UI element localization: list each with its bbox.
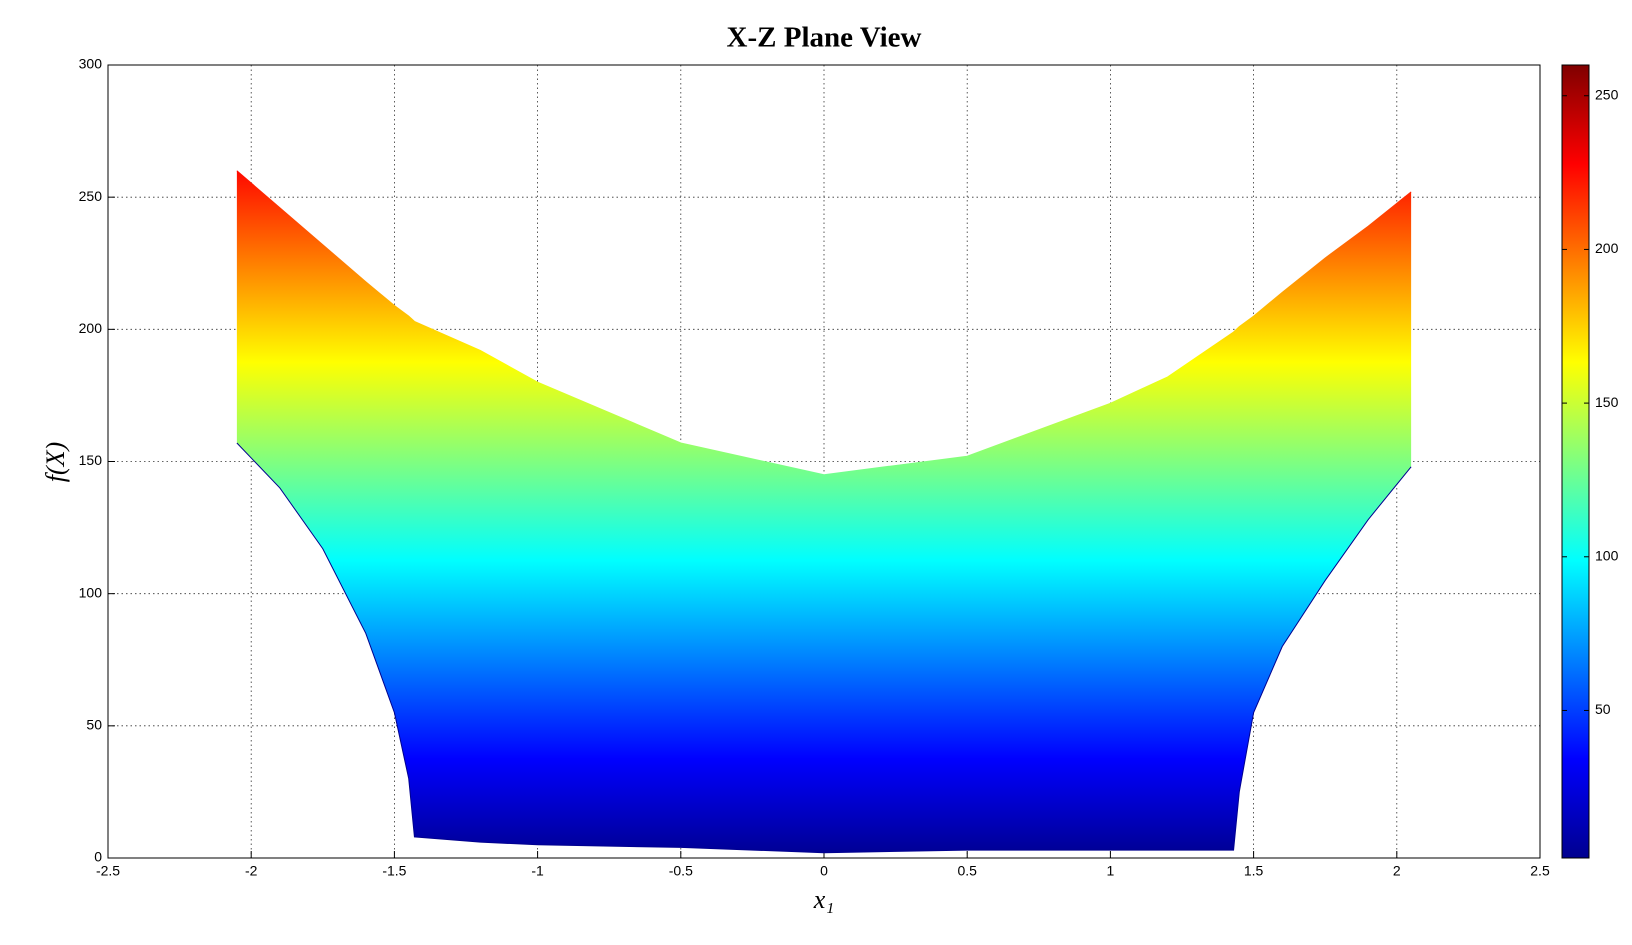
y-tick-label: 100 [79, 584, 103, 600]
x-axis-label: x₁ [813, 885, 835, 914]
y-tick-label: 150 [79, 452, 103, 468]
y-tick-label: 200 [79, 320, 103, 336]
x-tick-label: -0.5 [669, 863, 693, 879]
y-axis-label: f(X) [41, 442, 70, 482]
colorbar [1561, 64, 1590, 859]
y-tick-label: 250 [79, 188, 103, 204]
x-tick-label: 0.5 [957, 863, 977, 879]
upper-edge [236, 170, 1412, 476]
x-tick-label: 2 [1393, 863, 1401, 879]
x-tick-label: -2 [245, 863, 258, 879]
chart-title: X-Z Plane View [727, 22, 922, 54]
x-tick-label: 0 [820, 863, 828, 879]
y-tick-label: 0 [94, 849, 102, 865]
surface-fill [236, 170, 1412, 853]
colorbar-tick-label: 200 [1595, 240, 1619, 256]
x-tick-label: -2.5 [96, 863, 120, 879]
y-tick-label: 50 [86, 717, 102, 733]
x-tick-label: 1 [1107, 863, 1115, 879]
colorbar-tick-label: 50 [1595, 701, 1611, 717]
colorbar-tick-label: 150 [1595, 394, 1619, 410]
colorbar-tick-label: 100 [1595, 547, 1619, 563]
x-tick-label: 2.5 [1530, 863, 1550, 879]
colorbar-tick-label: 250 [1595, 86, 1619, 102]
x-tick-label: -1.5 [382, 863, 406, 879]
x-tick-label: 1.5 [1244, 863, 1264, 879]
axes-frame [107, 64, 1541, 859]
x-tick-label: -1 [531, 863, 544, 879]
y-tick-label: 300 [79, 56, 103, 72]
lower-edge [236, 442, 1412, 854]
